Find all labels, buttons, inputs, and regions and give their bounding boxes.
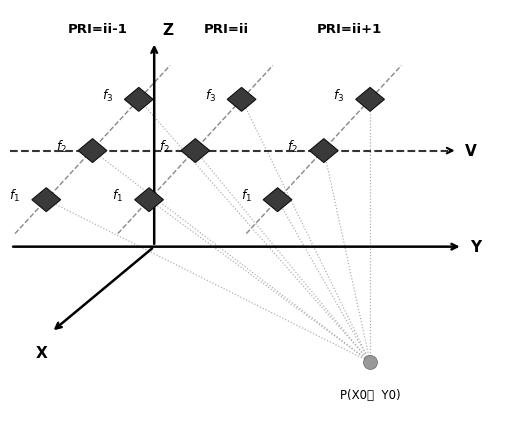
Text: PRI=ii: PRI=ii	[204, 23, 249, 36]
Text: PRI=ii+1: PRI=ii+1	[317, 23, 382, 36]
Text: $f_3$: $f_3$	[102, 88, 113, 104]
Polygon shape	[309, 139, 338, 163]
Polygon shape	[263, 188, 292, 212]
Text: $f_1$: $f_1$	[241, 188, 252, 204]
Text: V: V	[465, 144, 477, 159]
Text: X: X	[35, 345, 47, 360]
Polygon shape	[181, 139, 210, 163]
Text: $f_1$: $f_1$	[9, 188, 21, 204]
Text: Z: Z	[162, 23, 173, 38]
Polygon shape	[78, 139, 107, 163]
Text: P(X0，  Y0): P(X0， Y0)	[340, 388, 400, 400]
Text: $f_3$: $f_3$	[333, 88, 344, 104]
Polygon shape	[32, 188, 61, 212]
Text: $f_1$: $f_1$	[112, 188, 123, 204]
Polygon shape	[356, 88, 384, 112]
Text: $f_2$: $f_2$	[56, 139, 67, 155]
Text: PRI=ii-1: PRI=ii-1	[68, 23, 127, 36]
Text: $f_2$: $f_2$	[159, 139, 170, 155]
Polygon shape	[135, 188, 163, 212]
Text: $f_2$: $f_2$	[287, 139, 298, 155]
Polygon shape	[124, 88, 153, 112]
Text: $f_3$: $f_3$	[205, 88, 216, 104]
Text: Y: Y	[470, 239, 482, 255]
Polygon shape	[227, 88, 256, 112]
